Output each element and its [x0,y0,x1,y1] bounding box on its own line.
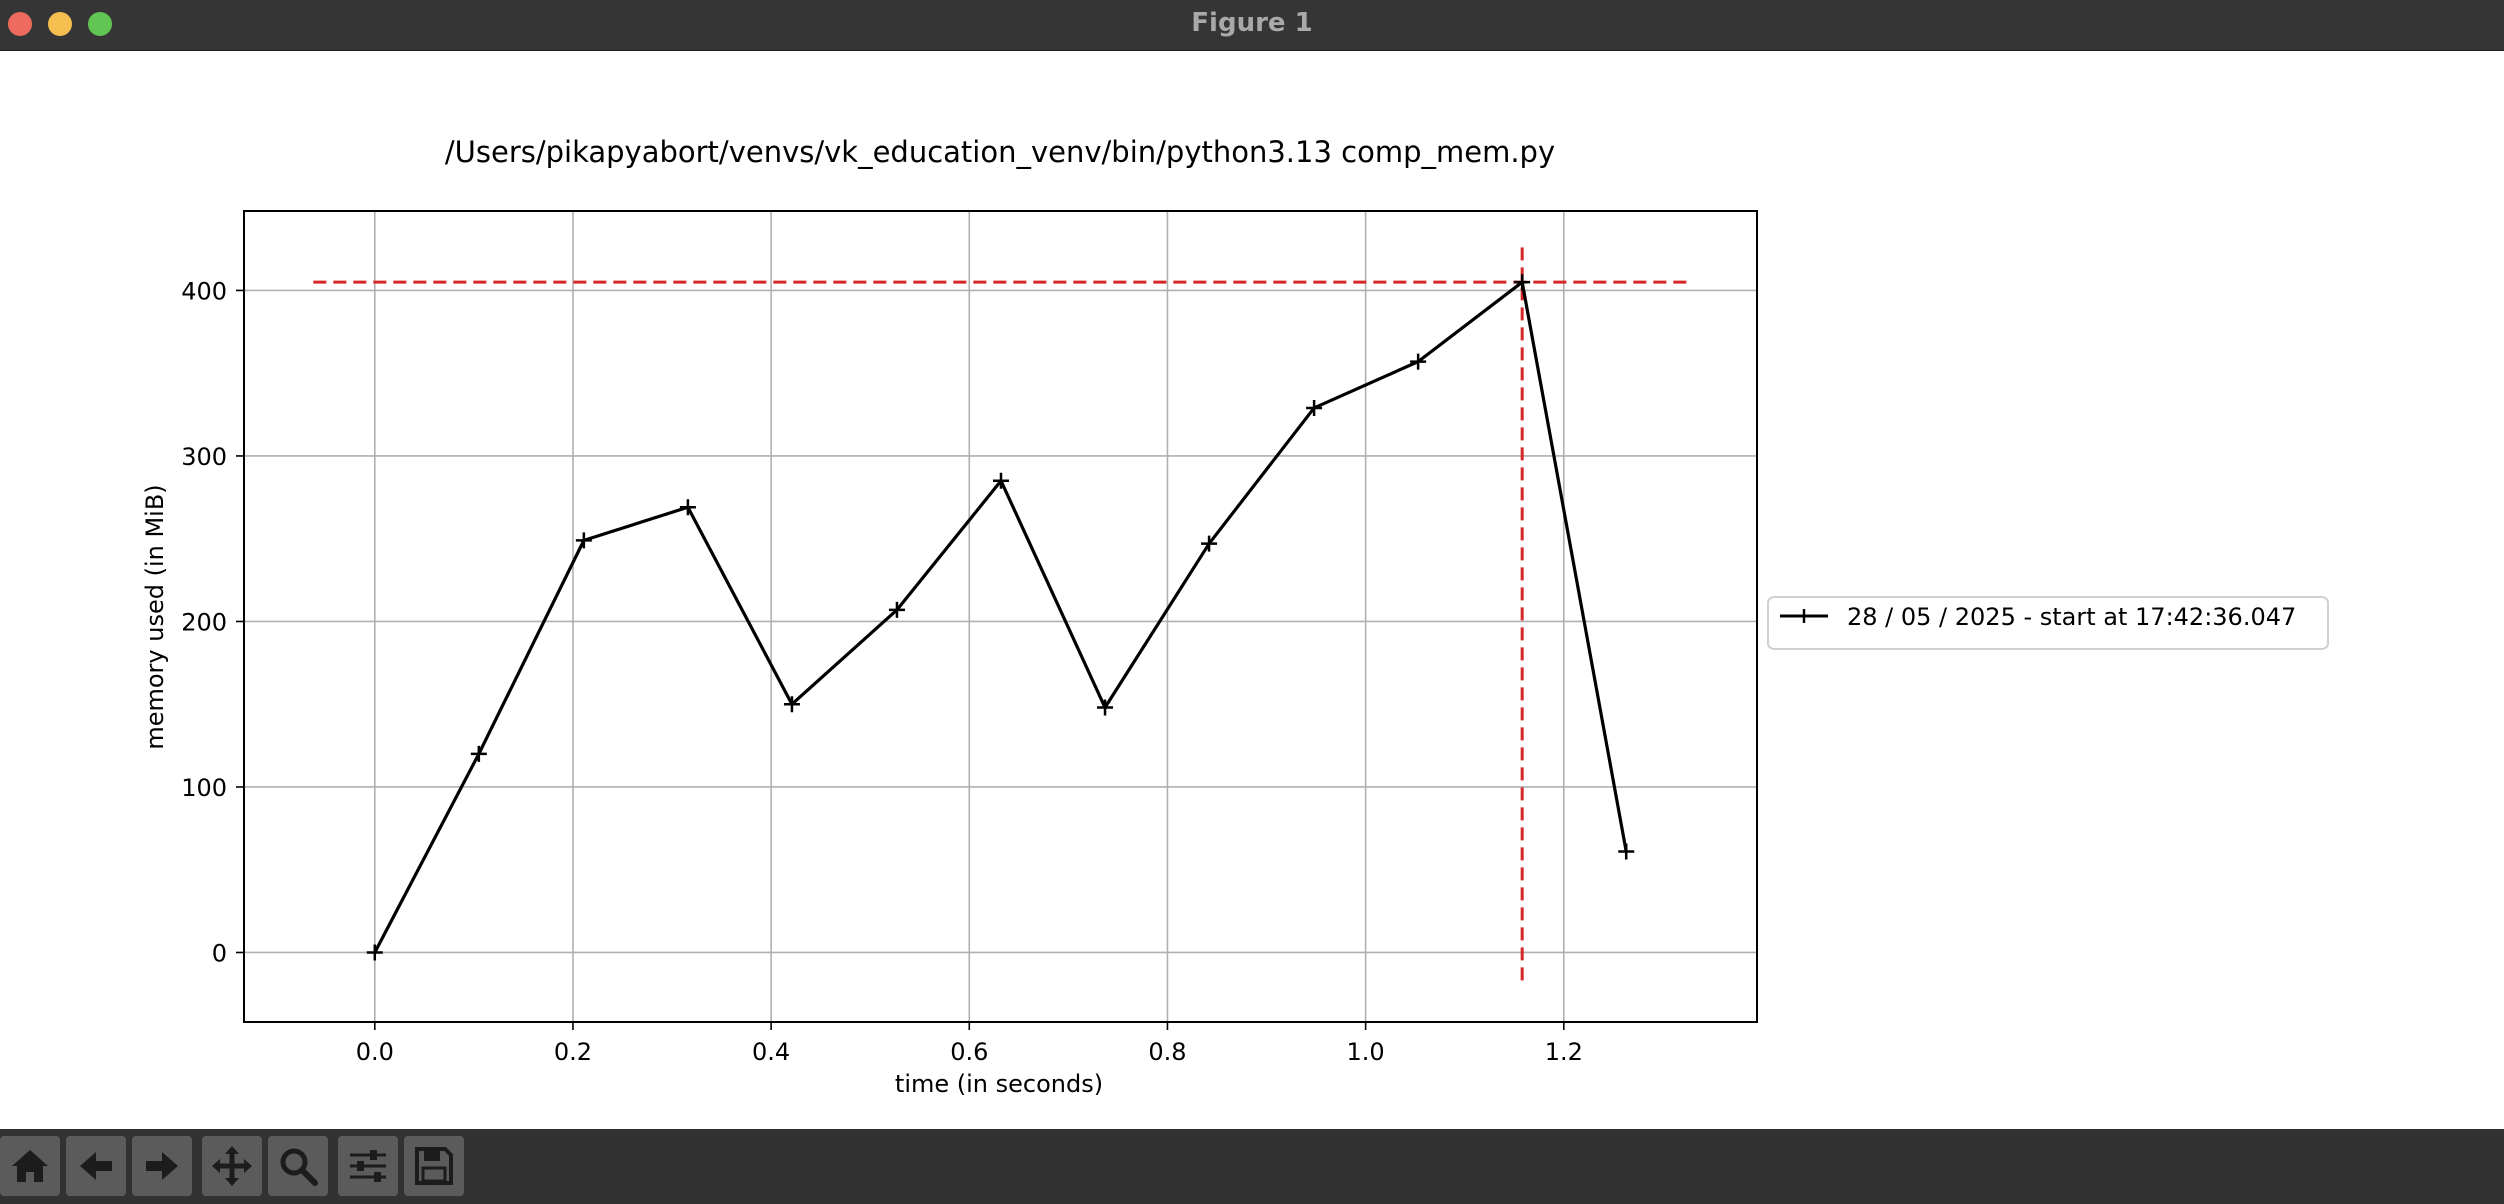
forward-button[interactable] [132,1136,192,1196]
y-tick-label: 300 [181,443,227,471]
data-point-marker [1201,535,1218,552]
x-tick-label: 0.0 [356,1038,394,1066]
grid [244,211,1757,1022]
y-tick-label: 400 [181,277,227,305]
x-tick-label: 1.0 [1347,1038,1385,1066]
arrow-left-icon [80,1152,112,1180]
axis-ticks: 0.0 0.2 0.4 0.6 0.8 1.0 1.2 0 100 200 300 400 [181,277,1583,1066]
sliders-icon [350,1150,386,1182]
arrow-right-icon [146,1152,178,1180]
zoom-button[interactable] [268,1136,328,1196]
y-tick-label: 100 [181,774,227,802]
navigation-toolbar [0,1129,2504,1204]
data-point-marker [888,601,905,618]
data-point-marker [992,472,1009,489]
data-point-marker [1514,274,1531,291]
legend-box [1767,596,2329,650]
data-point-marker [1306,399,1323,416]
move-icon [212,1146,252,1186]
legend-label: 28 / 05 / 2025 - start at 17:42:36.047 [1847,603,2296,631]
series-line [373,280,1628,954]
data-point-marker [1097,699,1114,716]
series-group [366,274,1635,961]
peak-markers [313,247,1687,986]
data-point-marker [575,532,592,549]
data-point-marker [783,696,800,713]
data-point-marker [470,745,487,762]
x-tick-label: 0.6 [950,1038,988,1066]
title-bar: Figure 1 [0,0,2504,51]
legend-marker [1797,609,1811,623]
zoom-window-button[interactable] [88,12,112,36]
legend: 28 / 05 / 2025 - start at 17:42:36.047 [1767,596,2329,650]
y-tick-label: 0 [212,939,227,967]
back-button[interactable] [66,1136,126,1196]
pan-button[interactable] [202,1136,262,1196]
plot-frame [243,210,1758,1023]
x-axis-label: time (in seconds) [895,1070,1103,1098]
data-point-marker [1410,353,1427,370]
home-icon [12,1150,48,1182]
home-button[interactable] [0,1136,60,1196]
data-point-marker [366,944,383,961]
window-title: Figure 1 [1191,8,1313,38]
x-tick-label: 0.4 [752,1038,790,1066]
save-button[interactable] [404,1136,464,1196]
y-tick-label: 200 [181,608,227,636]
x-tick-label: 0.2 [554,1038,592,1066]
chart: /Users/pikapyabort/venvs/vk_education_ve… [141,135,2329,1098]
y-axis-label: memory used (in MiB) [141,484,169,749]
magnifier-icon [280,1148,318,1186]
subplots-button[interactable] [338,1136,398,1196]
chart-title: /Users/pikapyabort/venvs/vk_education_ve… [445,135,1555,169]
data-point-marker [679,499,696,516]
close-window-button[interactable] [8,12,32,36]
data-point-marker [1618,843,1635,860]
floppy-disk-icon [415,1147,453,1185]
figure-canvas[interactable]: /Users/pikapyabort/venvs/vk_education_ve… [0,51,2504,1129]
minimize-window-button[interactable] [48,12,72,36]
x-tick-label: 0.8 [1148,1038,1186,1066]
x-tick-label: 1.2 [1545,1038,1583,1066]
